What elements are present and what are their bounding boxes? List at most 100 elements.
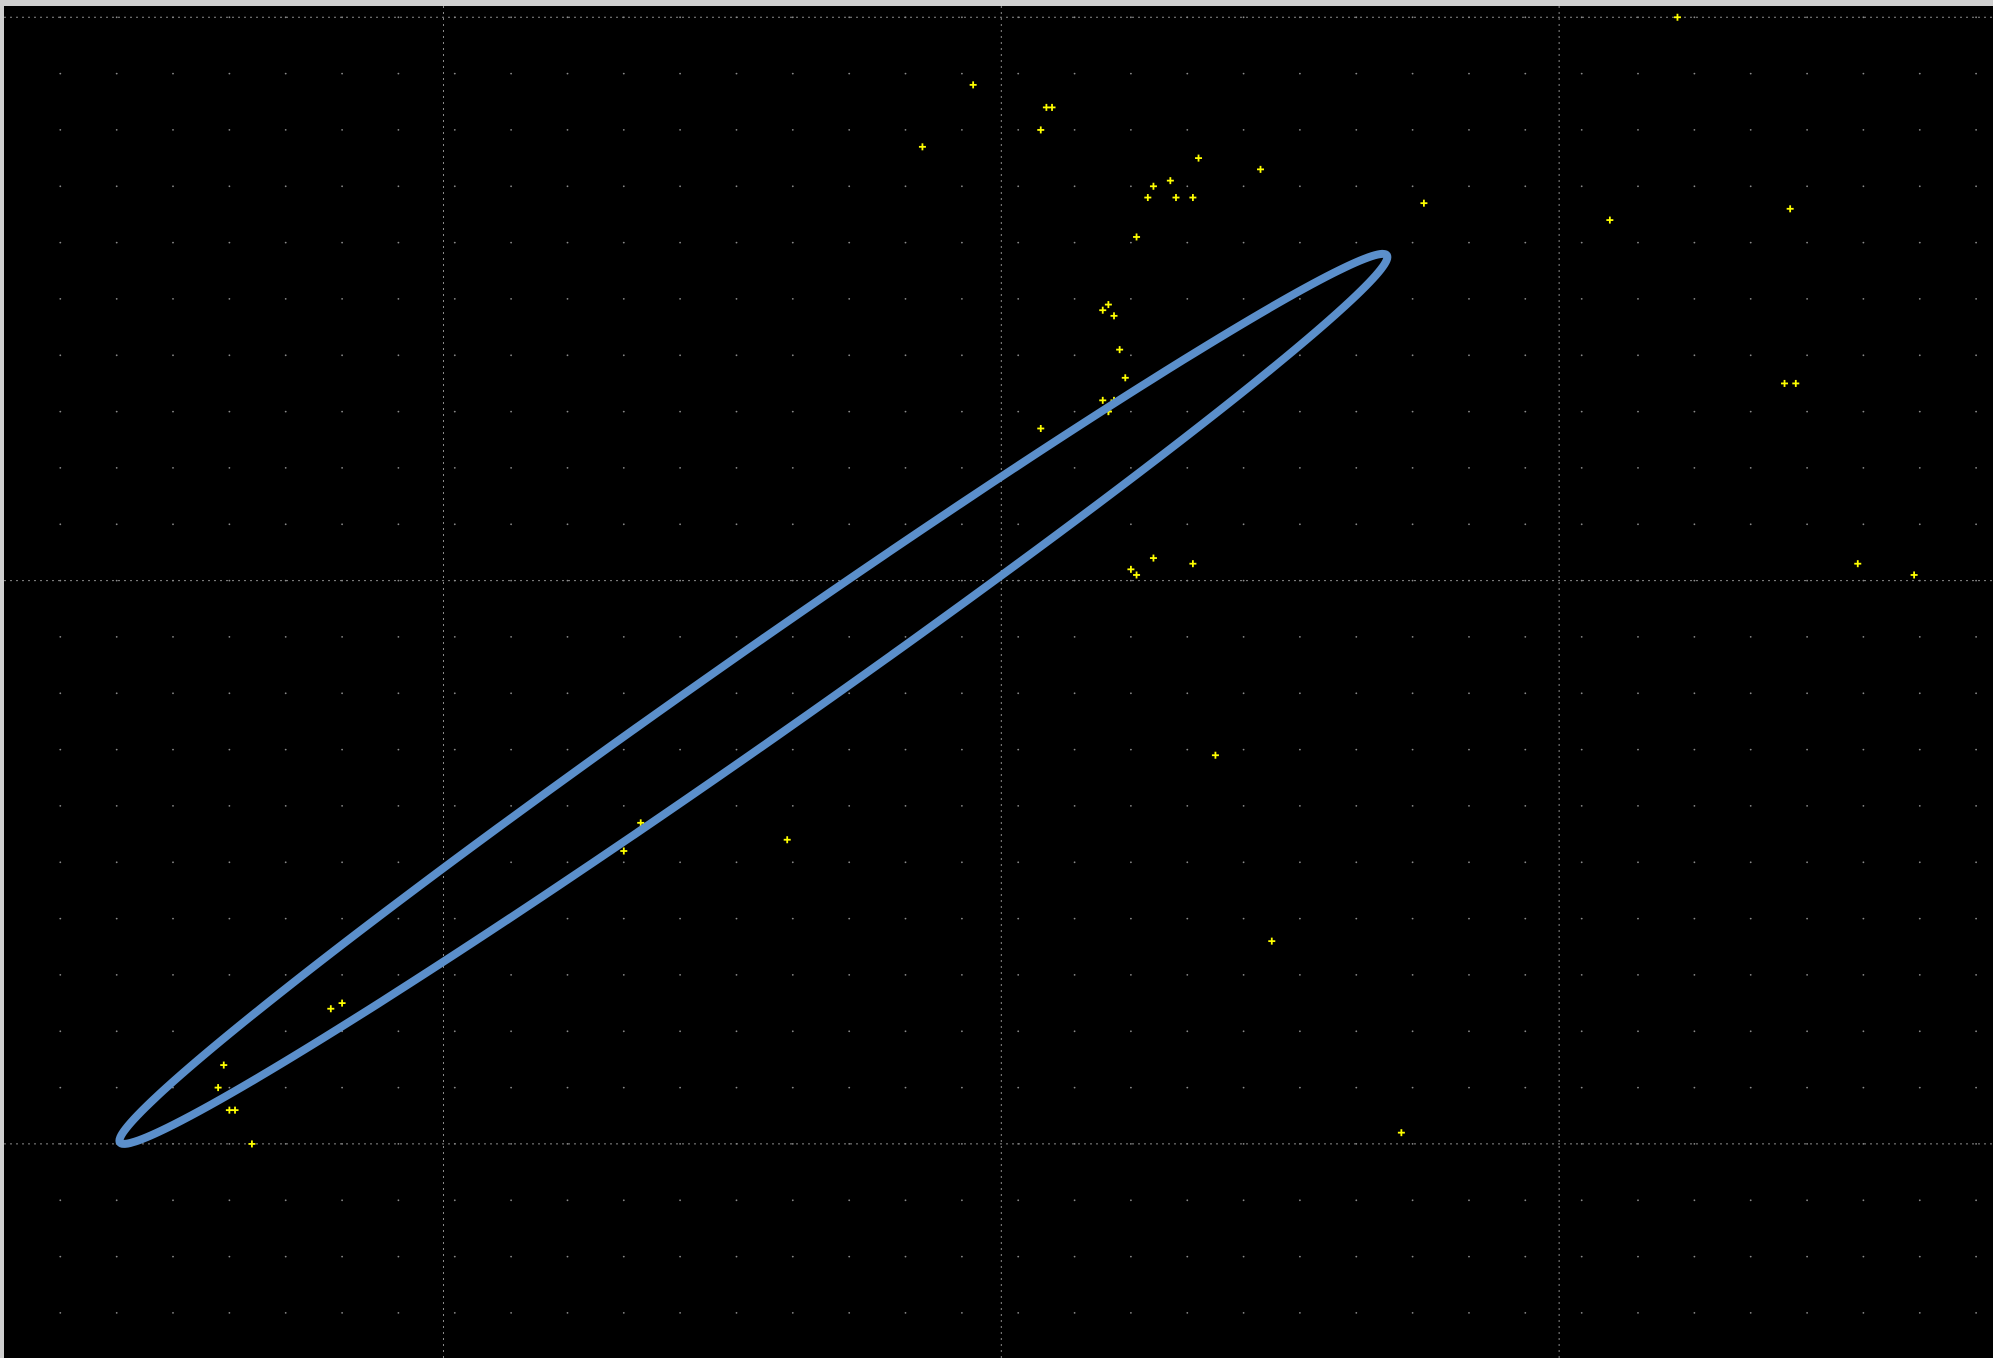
minor-grid-dot: [341, 748, 343, 751]
minor-grid-dot: [1130, 1199, 1132, 1202]
minor-grid-dot: [1693, 1086, 1696, 1089]
minor-grid-dot: [904, 1255, 907, 1258]
minor-grid-dot: [566, 1143, 569, 1145]
minor-grid-dot: [284, 467, 287, 469]
minor-grid-dot: [1637, 467, 1639, 469]
minor-grid-dot: [1806, 1255, 1808, 1258]
minor-grid-dot: [1693, 748, 1696, 751]
minor-grid-dot: [453, 974, 456, 976]
minor-grid-dot: [510, 748, 512, 751]
minor-grid-dot: [1693, 1312, 1696, 1314]
minor-grid-dot: [904, 974, 907, 976]
minor-grid-dot: [1806, 410, 1808, 413]
minor-grid-dot: [1411, 805, 1414, 807]
minor-grid-dot: [1242, 1312, 1245, 1314]
minor-grid-dot: [1073, 241, 1076, 244]
minor-grid-dot: [1017, 72, 1020, 75]
minor-grid-dot: [510, 1030, 512, 1033]
minor-grid-dot: [510, 636, 512, 638]
minor-grid-dot: [1355, 523, 1358, 526]
minor-grid-dot: [1073, 974, 1076, 976]
minor-grid-dot: [510, 129, 512, 131]
minor-grid-dot: [735, 1086, 738, 1089]
minor-grid-dot: [622, 1312, 625, 1314]
minor-grid-dot: [228, 1143, 231, 1145]
minor-grid-dot: [1073, 410, 1076, 413]
minor-grid-dot: [115, 241, 118, 244]
minor-grid-dot: [1862, 1199, 1865, 1202]
minor-grid-dot: [1637, 185, 1639, 188]
minor-grid-dot: [59, 917, 62, 920]
minor-grid-dot: [1693, 72, 1696, 75]
minor-grid-dot: [397, 410, 400, 413]
minor-grid-dot: [791, 1199, 794, 1202]
minor-grid-dot: [1693, 354, 1696, 357]
minor-grid-dot: [1975, 805, 1977, 807]
minor-grid-dot: [1411, 579, 1414, 582]
minor-grid-dot: [679, 579, 681, 582]
minor-grid-dot: [341, 354, 343, 357]
minor-grid-dot: [566, 241, 569, 244]
minor-grid-dot: [1468, 748, 1470, 751]
minor-grid-dot: [228, 298, 231, 300]
minor-grid-dot: [115, 579, 118, 582]
minor-grid-dot: [791, 354, 794, 357]
minor-grid-dot: [622, 185, 625, 188]
data-point: [1189, 194, 1197, 202]
data-point: [1116, 346, 1124, 354]
minor-grid-dot: [1918, 185, 1921, 188]
minor-grid-dot: [59, 354, 62, 357]
minor-grid-dot: [679, 1086, 681, 1089]
minor-grid-dot: [453, 1255, 456, 1258]
minor-grid-dot: [1806, 241, 1808, 244]
minor-grid-dot: [1862, 579, 1865, 582]
minor-grid-dot: [59, 523, 62, 526]
minor-grid-dot: [228, 861, 231, 864]
minor-grid-dot: [848, 523, 851, 526]
minor-grid-dot: [735, 467, 738, 469]
minor-grid-dot: [566, 16, 569, 19]
minor-grid-dot: [1580, 241, 1583, 244]
minor-grid-dot: [791, 72, 794, 75]
minor-grid-dot: [341, 917, 343, 920]
minor-grid-dot: [1411, 354, 1414, 357]
minor-grid-dot: [1524, 861, 1527, 864]
minor-grid-dot: [904, 298, 907, 300]
minor-grid-dot: [1130, 241, 1132, 244]
minor-grid-dot: [284, 861, 287, 864]
minor-grid-dot: [961, 861, 963, 864]
minor-grid-dot: [1524, 523, 1527, 526]
minor-grid-dot: [566, 636, 569, 638]
minor-grid-dot: [566, 410, 569, 413]
minor-grid-dot: [1806, 692, 1808, 695]
minor-grid-dot: [1468, 917, 1470, 920]
minor-grid-dot: [1524, 354, 1527, 357]
minor-grid-dot: [1693, 636, 1696, 638]
minor-grid-dot: [566, 1199, 569, 1202]
minor-grid-dot: [961, 1030, 963, 1033]
minor-grid-dot: [1468, 861, 1470, 864]
minor-grid-dot: [59, 1199, 62, 1202]
minor-grid-dot: [961, 185, 963, 188]
minor-grid-dot: [1975, 298, 1977, 300]
minor-grid-dot: [1975, 72, 1977, 75]
minor-grid-dot: [1186, 410, 1189, 413]
minor-grid-dot: [1524, 129, 1527, 131]
minor-grid-dot: [1580, 917, 1583, 920]
minor-grid-dot: [115, 298, 118, 300]
minor-grid-dot: [1073, 1143, 1076, 1145]
minor-grid-dot: [1073, 805, 1076, 807]
minor-grid-dot: [735, 72, 738, 75]
minor-grid-dot: [1186, 298, 1189, 300]
minor-grid-dot: [1073, 1255, 1076, 1258]
minor-grid-dot: [961, 1086, 963, 1089]
minor-grid-dot: [791, 129, 794, 131]
minor-grid-dot: [1355, 1086, 1358, 1089]
minor-grid-dot: [1862, 805, 1865, 807]
minor-grid-dot: [904, 636, 907, 638]
minor-grid-dot: [397, 579, 400, 582]
minor-grid-dot: [848, 861, 851, 864]
minor-grid-dot: [1806, 16, 1808, 19]
minor-grid-dot: [59, 467, 62, 469]
minor-grid-dot: [397, 185, 400, 188]
